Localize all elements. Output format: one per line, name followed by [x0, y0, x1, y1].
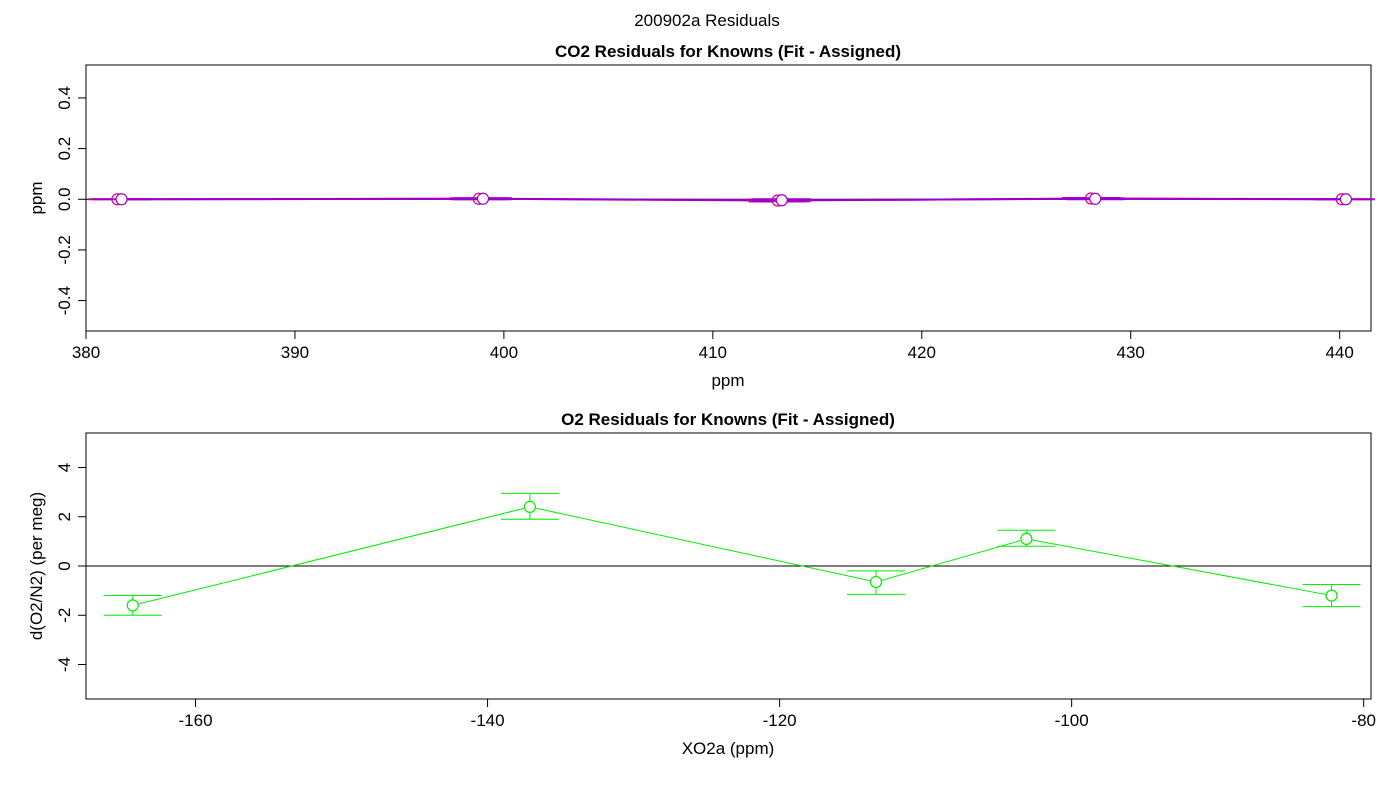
co2-x-tick-label: 430 [1117, 343, 1145, 362]
o2-data-point [523, 500, 537, 513]
o2-panel: O2 Residuals for Knowns (Fit - Assigned)… [27, 410, 1376, 758]
co2-x-tick-label: 420 [908, 343, 936, 362]
co2-data-point [1089, 192, 1102, 205]
co2-axes: 380 390 400 410 420 430 440 -0.4 -0.2 0.0 0.2 0.4 [55, 86, 1354, 362]
o2-chart-title: O2 Residuals for Knowns (Fit - Assigned) [561, 410, 895, 429]
co2-y-tick-label: 0.0 [55, 187, 74, 211]
co2-chart-title: CO2 Residuals for Knowns (Fit - Assigned… [555, 42, 901, 61]
co2-x-tick-label: 400 [490, 343, 518, 362]
o2-data-point [869, 575, 883, 589]
co2-x-axis-label: ppm [711, 371, 744, 390]
co2-data-point [1339, 193, 1353, 206]
co2-x-tick-label: 440 [1325, 343, 1353, 362]
co2-data-point [476, 192, 490, 205]
co2-y-axis-label: ppm [27, 181, 46, 214]
o2-y-axis-label: d(O2/N2) (per meg) [27, 492, 46, 640]
o2-x-tick-label: -80 [1351, 711, 1376, 730]
co2-y-tick-label: -0.2 [55, 235, 74, 264]
o2-x-tick-label: -100 [1055, 711, 1089, 730]
o2-y-tick-label: 0 [55, 561, 74, 570]
co2-y-tick-label: -0.4 [55, 286, 74, 315]
co2-x-tick-label: 390 [281, 343, 309, 362]
co2-panel: CO2 Residuals for Knowns (Fit - Assigned… [27, 42, 1375, 390]
co2-x-tick-label: 380 [72, 343, 100, 362]
o2-axes: -160 -140 -120 -100 -80 -4 -2 0 2 4 [55, 463, 1376, 730]
co2-y-tick-label: 0.2 [55, 137, 74, 161]
co2-marks [86, 192, 1375, 207]
o2-x-tick-label: -120 [763, 711, 797, 730]
o2-marks [86, 492, 1371, 616]
main-title: 200902a Residuals [634, 11, 780, 30]
o2-y-tick-label: 4 [55, 463, 74, 472]
co2-y-tick-label: 0.4 [55, 86, 74, 110]
o2-x-axis-label: XO2a (ppm) [682, 739, 775, 758]
o2-data-point [1325, 589, 1338, 602]
co2-x-tick-label: 410 [699, 343, 727, 362]
o2-x-tick-label: -140 [471, 711, 505, 730]
o2-y-tick-label: -2 [55, 608, 74, 623]
o2-data-point [1020, 532, 1033, 546]
o2-y-tick-label: 2 [55, 512, 74, 521]
co2-data-point [775, 194, 788, 207]
o2-series-line [132, 506, 1332, 606]
o2-x-tick-label: -160 [179, 711, 213, 730]
o2-y-tick-label: -4 [55, 657, 74, 672]
co2-data-point [115, 193, 128, 206]
o2-data-point [126, 599, 139, 612]
